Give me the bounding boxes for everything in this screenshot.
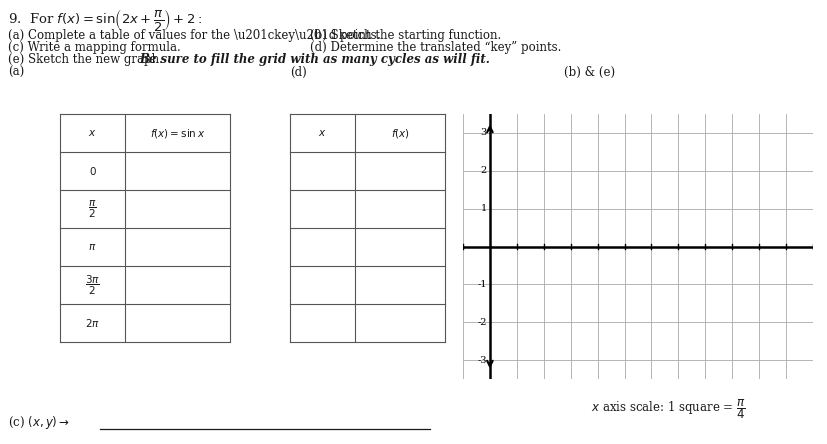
Text: $f(x) = \sin x$: $f(x) = \sin x$ xyxy=(150,127,205,139)
Text: -2: -2 xyxy=(476,318,486,327)
Text: -1: -1 xyxy=(476,280,486,289)
Text: (d) Determine the translated “key” points.: (d) Determine the translated “key” point… xyxy=(309,41,561,54)
Text: 3: 3 xyxy=(480,128,486,138)
Text: (b) Sketch the starting function.: (b) Sketch the starting function. xyxy=(309,29,500,42)
Text: (d): (d) xyxy=(289,66,306,79)
Text: (a) Complete a table of values for the \u201ckey\u201d points.: (a) Complete a table of values for the \… xyxy=(8,29,380,42)
Text: 9.  For $f(x) = \sin\!\left(2x + \dfrac{\pi}{2}\right)+2:$: 9. For $f(x) = \sin\!\left(2x + \dfrac{\… xyxy=(8,7,202,33)
Text: $f(x)$: $f(x)$ xyxy=(390,127,409,139)
Text: (a): (a) xyxy=(8,66,24,79)
Text: $0$: $0$ xyxy=(88,165,96,177)
Text: $2\pi$: $2\pi$ xyxy=(85,317,100,329)
Text: $\pi$: $\pi$ xyxy=(88,242,97,252)
Text: Be sure to fill the grid with as many cycles as will fit.: Be sure to fill the grid with as many cy… xyxy=(139,53,490,66)
Text: 1: 1 xyxy=(480,204,486,213)
Text: $\dfrac{3\pi}{2}$: $\dfrac{3\pi}{2}$ xyxy=(85,274,100,297)
Text: $x$ axis scale: 1 square = $\dfrac{\pi}{4}$: $x$ axis scale: 1 square = $\dfrac{\pi}{… xyxy=(590,397,744,421)
Text: -3: -3 xyxy=(476,356,486,365)
Text: 2: 2 xyxy=(480,166,486,175)
Text: $x$: $x$ xyxy=(318,128,327,138)
Text: (b) & (e): (b) & (e) xyxy=(564,66,614,79)
Text: (c) Write a mapping formula.: (c) Write a mapping formula. xyxy=(8,41,180,54)
Text: (c) $(x, y) \rightarrow$: (c) $(x, y) \rightarrow$ xyxy=(8,413,70,431)
Text: $x$: $x$ xyxy=(88,128,97,138)
Text: (e) Sketch the new graph.: (e) Sketch the new graph. xyxy=(8,53,166,66)
Text: $\dfrac{\pi}{2}$: $\dfrac{\pi}{2}$ xyxy=(88,198,97,220)
